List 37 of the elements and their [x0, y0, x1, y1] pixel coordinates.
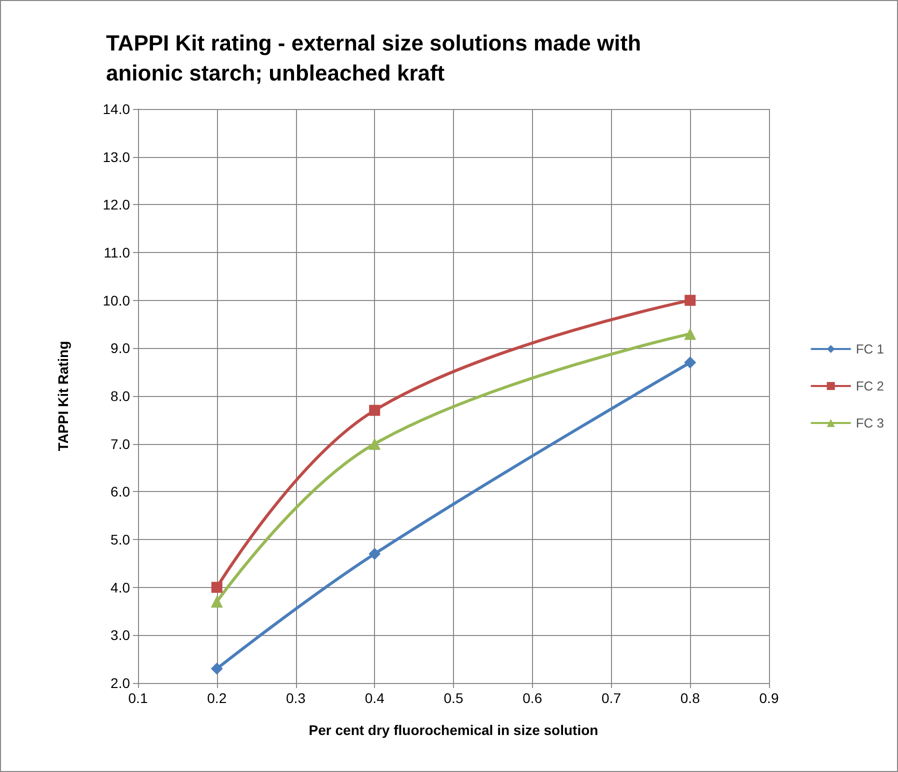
x-tick-label: 0.2 [207, 690, 227, 706]
point [211, 582, 222, 593]
point [210, 596, 223, 608]
point [368, 438, 381, 450]
y-axis-title: TAPPI Kit Rating [55, 340, 71, 452]
point [684, 356, 696, 369]
y-tick-label: 13.0 [102, 148, 130, 165]
x-tick-label: 0.1 [128, 690, 148, 706]
y-tick-label: 3.0 [110, 627, 130, 644]
x-tick-label: 0.5 [444, 690, 464, 706]
x-tick-label: 0.7 [602, 690, 622, 706]
x-tick-label: 0.3 [286, 690, 306, 706]
y-tick-label: 8.0 [110, 388, 130, 404]
y-tick-label: 4.0 [110, 579, 130, 596]
x-axis-title: Per cent dry fluorochemical in size solution [308, 722, 598, 738]
y-tick-label: 5.0 [110, 532, 130, 548]
y-tick-label: 2.0 [110, 675, 130, 691]
y-tick-label: 14.0 [102, 101, 130, 117]
x-tick-label: 0.8 [680, 690, 700, 706]
x-tick-label: 0.4 [364, 690, 385, 706]
legend-label: FC 3 [856, 416, 884, 430]
point [684, 328, 696, 340]
point [210, 662, 223, 675]
y-tick-label: 7.0 [110, 436, 130, 452]
x-tick-label: 0.9 [759, 690, 779, 706]
y-tick-label: 11.0 [104, 244, 130, 260]
point [369, 404, 380, 416]
chart-title: TAPPI Kit rating - external size solutions made with anionic starch; unbleached kraft [106, 30, 642, 86]
y-tick-label: 6.0 [110, 484, 130, 500]
x-tick-label: 0.6 [522, 690, 542, 706]
legend-label: FC 1 [856, 342, 884, 356]
y-tick-label: 9.0 [110, 340, 130, 356]
legend-label: FC 2 [856, 378, 884, 394]
point [684, 294, 696, 306]
point [368, 548, 381, 560]
y-tick-label: 12.0 [102, 196, 130, 213]
y-tick-label: 10.0 [102, 292, 130, 308]
